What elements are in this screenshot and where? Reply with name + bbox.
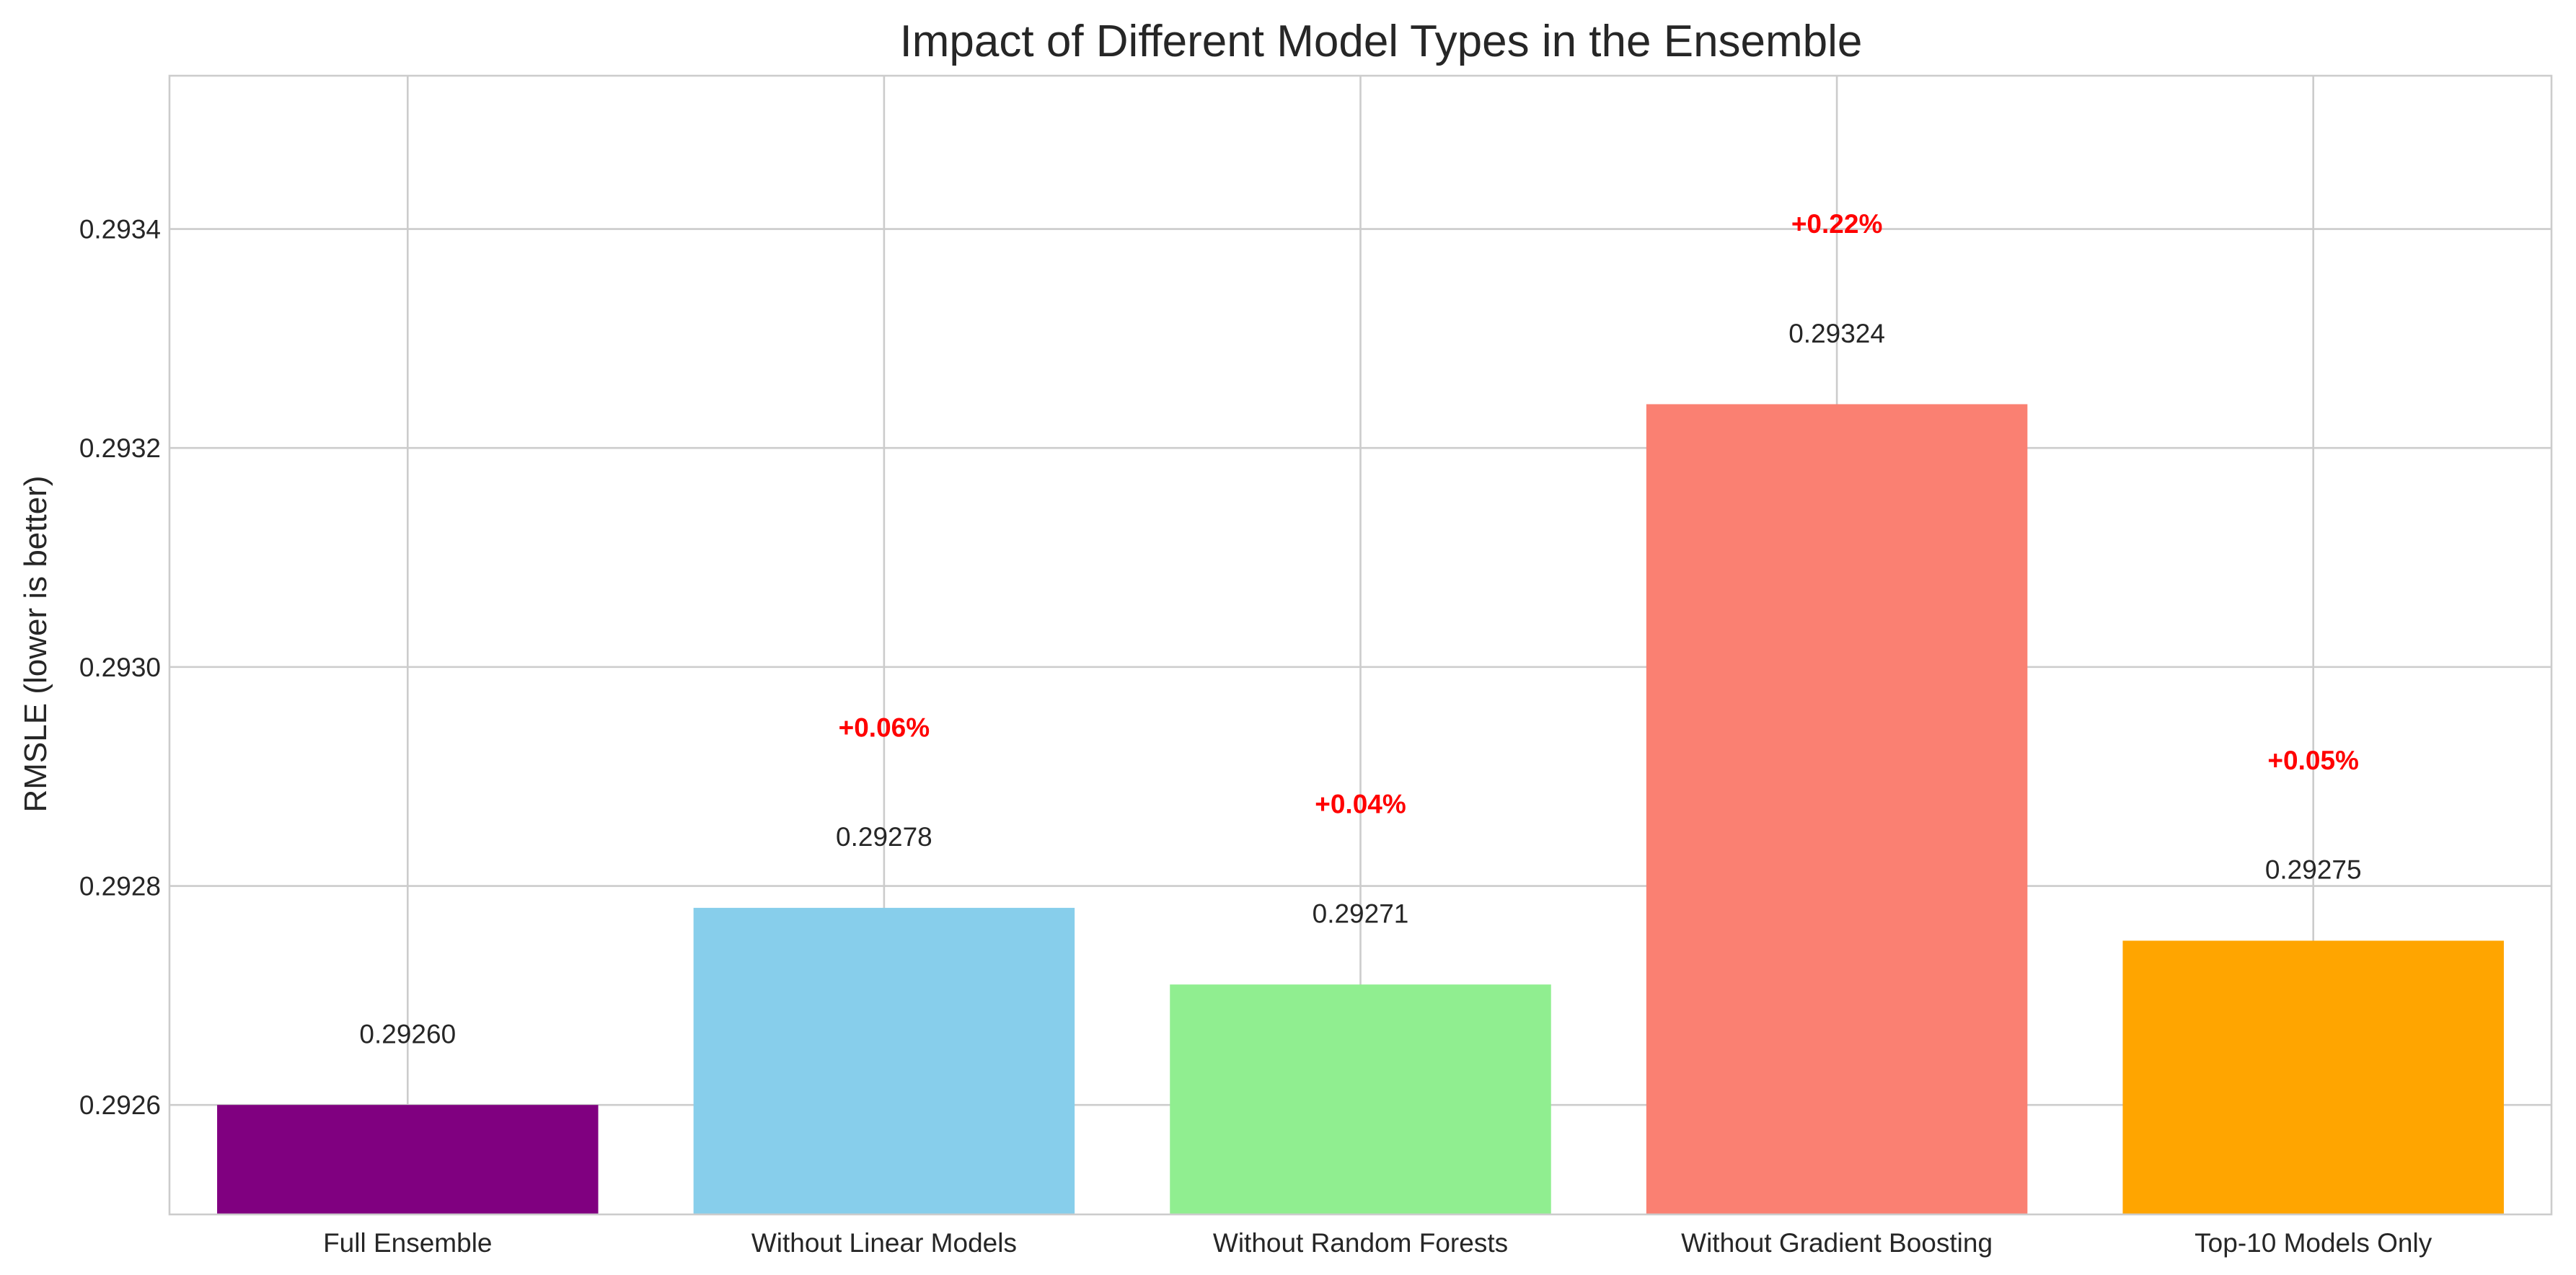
chart-title: Impact of Different Model Types in the E… bbox=[900, 17, 1863, 66]
value-label: 0.29271 bbox=[1313, 899, 1409, 928]
bar-labels: 0.29260 0.29278 +0.06% 0.29271 +0.04% 0.29324… bbox=[359, 209, 2361, 1049]
y-tick-label: 0.2926 bbox=[79, 1090, 161, 1120]
value-label: 0.29278 bbox=[836, 822, 932, 852]
value-label: 0.29260 bbox=[359, 1019, 456, 1049]
y-tick-label: 0.2930 bbox=[79, 653, 161, 682]
change-label: +0.05% bbox=[2267, 746, 2359, 775]
bar bbox=[217, 1105, 599, 1214]
y-tick-label: 0.2932 bbox=[79, 433, 161, 463]
plot-frame bbox=[168, 74, 2553, 1216]
change-label: +0.22% bbox=[1791, 209, 1883, 239]
bar bbox=[1646, 404, 2028, 1215]
x-tick-label: Without Linear Models bbox=[751, 1228, 1017, 1258]
bars bbox=[217, 404, 2504, 1215]
y-axis-label: RMSLE (lower is better) bbox=[18, 475, 53, 812]
x-tick-label: Without Gradient Boosting bbox=[1681, 1228, 1993, 1258]
bar bbox=[693, 907, 1075, 1214]
y-tick-label: 0.2934 bbox=[79, 215, 161, 244]
bar bbox=[2122, 940, 2504, 1214]
x-tick-label: Top-10 Models Only bbox=[2195, 1228, 2432, 1258]
x-tick-label: Full Ensemble bbox=[323, 1228, 492, 1258]
value-label: 0.29275 bbox=[2265, 855, 2362, 885]
change-label: +0.04% bbox=[1315, 790, 1406, 819]
bar bbox=[1170, 984, 1551, 1214]
x-tick-label: Without Random Forests bbox=[1213, 1228, 1508, 1258]
value-label: 0.29324 bbox=[1788, 319, 1885, 348]
y-tick-label: 0.2928 bbox=[79, 872, 161, 901]
change-label: +0.06% bbox=[839, 712, 930, 742]
axis-ticks: 0.2926 0.2928 0.2930 0.2932 0.2934 Full Ensem… bbox=[79, 215, 2432, 1258]
